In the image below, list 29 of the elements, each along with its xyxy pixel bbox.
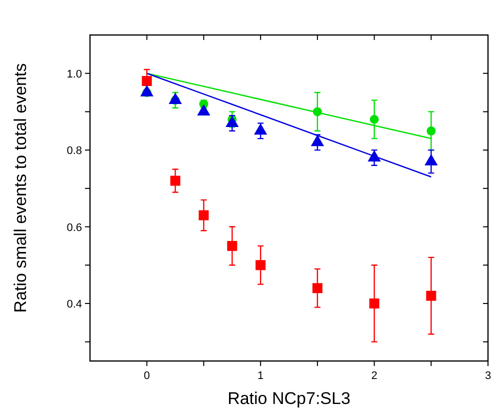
point: [197, 104, 210, 116]
x-axis-title: Ratio NCp7:SL3: [228, 389, 350, 408]
point: [312, 283, 322, 294]
line-series: [146, 72, 432, 178]
point: [140, 84, 154, 96]
point: [369, 298, 380, 308]
x-tick-label: 2: [371, 370, 378, 382]
y-tick-label: 1.0: [66, 68, 82, 80]
y-tick-label: 0.8: [66, 145, 82, 158]
point: [370, 114, 379, 124]
y-tick-label: 0.6: [66, 222, 82, 234]
y-axis-title: Ratio small events to total events: [11, 63, 30, 313]
point: [142, 76, 152, 86]
point: [254, 123, 268, 135]
point: [312, 107, 322, 116]
point: [368, 150, 381, 162]
point: [426, 126, 436, 136]
x-tick-label: 3: [484, 370, 492, 382]
x-tick-label: 1: [258, 370, 264, 382]
point: [310, 134, 324, 146]
point: [256, 260, 266, 270]
y-tick-label: 0.4: [66, 298, 82, 310]
point: [170, 176, 180, 186]
point: [226, 116, 239, 128]
point: [198, 210, 209, 220]
point: [424, 154, 438, 166]
point: [426, 290, 436, 301]
point: [227, 240, 238, 251]
x-tick-label: 0: [144, 370, 150, 382]
